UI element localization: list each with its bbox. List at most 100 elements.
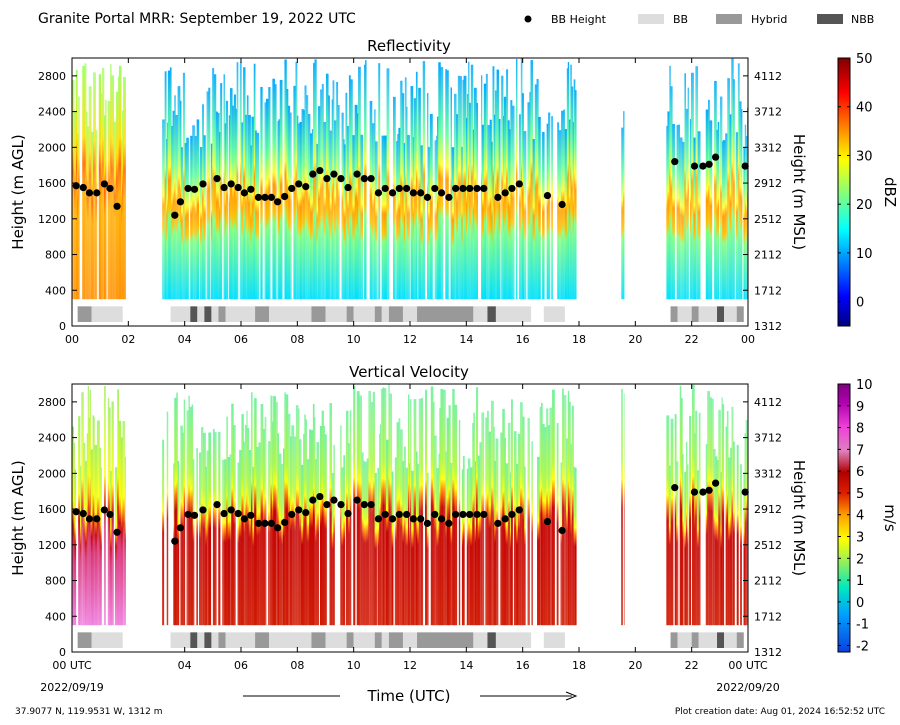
data-column bbox=[359, 395, 362, 626]
data-column bbox=[167, 122, 169, 300]
data-column bbox=[461, 146, 463, 300]
data-column bbox=[697, 131, 701, 300]
colorbar-tick-label: 6 bbox=[856, 465, 864, 480]
data-column bbox=[741, 109, 743, 300]
data-column bbox=[328, 95, 330, 300]
data-column bbox=[225, 100, 229, 300]
data-column bbox=[411, 470, 415, 626]
data-column bbox=[530, 60, 533, 300]
data-column bbox=[370, 401, 374, 626]
y2-tick-label: 2912 bbox=[754, 503, 782, 516]
data-column bbox=[235, 108, 238, 300]
data-column bbox=[281, 464, 284, 626]
data-column bbox=[568, 401, 571, 626]
data-column bbox=[507, 120, 510, 300]
colorbar-label: m/s bbox=[881, 504, 899, 532]
data-column bbox=[278, 119, 281, 300]
data-column bbox=[417, 463, 420, 626]
bb-type-segment bbox=[724, 306, 737, 322]
bb-type-segment bbox=[473, 306, 488, 322]
data-column bbox=[472, 422, 474, 626]
data-column bbox=[73, 442, 75, 626]
data-column bbox=[450, 87, 452, 300]
y-tick-label: 2800 bbox=[38, 396, 66, 409]
bb-height-point bbox=[395, 184, 403, 193]
data-column bbox=[420, 145, 424, 300]
data-column bbox=[538, 116, 541, 300]
legend-label: BB bbox=[673, 13, 688, 26]
data-column bbox=[436, 467, 439, 626]
x-axis-title: Time (UTC) bbox=[367, 687, 451, 705]
x-tick-label: 22 bbox=[685, 659, 699, 672]
bb-height-point bbox=[508, 184, 516, 193]
bb-height-point bbox=[240, 515, 248, 523]
data-column bbox=[518, 114, 522, 300]
bb-height-point bbox=[184, 184, 192, 193]
bb-height-point bbox=[705, 160, 713, 168]
bright-band-type-bar bbox=[77, 306, 744, 322]
data-column bbox=[343, 139, 345, 300]
data-column bbox=[714, 80, 717, 300]
data-column bbox=[329, 402, 333, 626]
data-column bbox=[667, 111, 670, 300]
y2-tick-label: 2112 bbox=[754, 249, 782, 262]
data-column bbox=[448, 405, 451, 626]
bb-height-point bbox=[445, 519, 453, 527]
data-column bbox=[745, 136, 748, 300]
bb-height-point bbox=[452, 510, 460, 519]
data-column bbox=[501, 75, 504, 300]
bright-band-heights bbox=[72, 153, 749, 219]
data-column bbox=[743, 473, 745, 626]
y2-tick-label: 1312 bbox=[754, 320, 782, 333]
x-tick-label: 12 bbox=[403, 333, 417, 346]
data-column bbox=[84, 63, 87, 300]
data-column bbox=[462, 456, 465, 626]
data-column bbox=[275, 402, 278, 626]
data-column bbox=[689, 119, 692, 300]
bb-type-segment bbox=[77, 632, 92, 648]
data-column bbox=[532, 138, 536, 300]
data-column bbox=[693, 137, 696, 300]
data-column bbox=[516, 463, 519, 626]
data-column bbox=[687, 87, 689, 300]
data-column bbox=[679, 137, 683, 300]
bb-height-point bbox=[543, 191, 552, 200]
data-column bbox=[89, 389, 92, 626]
bb-height-point bbox=[344, 509, 352, 518]
data-column bbox=[402, 93, 405, 300]
data-column bbox=[493, 114, 496, 300]
bb-type-segment bbox=[698, 632, 718, 648]
data-column bbox=[117, 389, 119, 626]
bb-height-point bbox=[288, 510, 296, 519]
x-tick-label: 04 bbox=[178, 333, 192, 346]
bb-height-point bbox=[353, 170, 361, 178]
data-column bbox=[392, 96, 396, 300]
bb-height-point bbox=[309, 496, 317, 504]
bb-height-point bbox=[501, 515, 509, 523]
bb-height-point bbox=[515, 180, 523, 188]
bright-band-heights bbox=[72, 479, 749, 545]
data-column bbox=[316, 143, 319, 300]
data-column bbox=[345, 410, 349, 626]
data-column bbox=[672, 124, 675, 300]
bb-height-point bbox=[247, 185, 255, 193]
bb-height-point bbox=[671, 158, 679, 166]
data-column bbox=[437, 116, 439, 300]
data-column bbox=[450, 462, 453, 626]
bb-height-point bbox=[274, 198, 282, 206]
data-column bbox=[258, 442, 261, 626]
data-column bbox=[301, 464, 304, 626]
bb-height-point bbox=[274, 524, 282, 532]
data-column bbox=[232, 105, 235, 300]
y2-axis-label: Height (m MSL) bbox=[790, 460, 808, 576]
data-column bbox=[527, 417, 530, 626]
data-column bbox=[208, 432, 212, 626]
data-column bbox=[394, 457, 397, 626]
legend-marker-bb-height bbox=[524, 15, 532, 23]
bb-height-point bbox=[374, 189, 383, 197]
data-column bbox=[445, 69, 447, 300]
data-column bbox=[295, 405, 299, 626]
data-column bbox=[247, 427, 250, 626]
data-column bbox=[360, 134, 364, 300]
data-column bbox=[333, 444, 335, 626]
